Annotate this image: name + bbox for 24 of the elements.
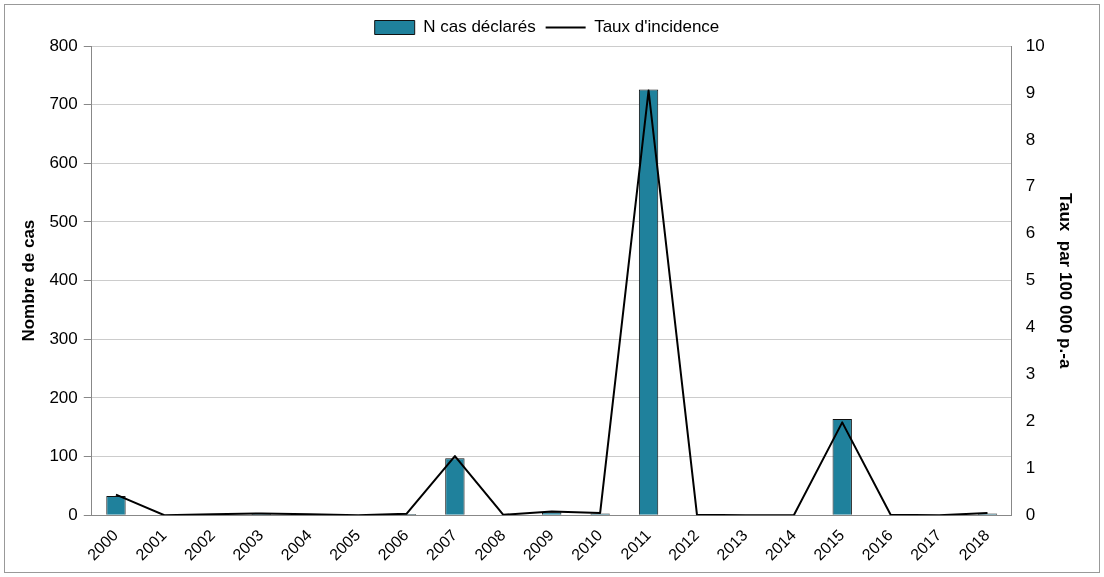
- legend-label: Taux d'incidence: [594, 17, 720, 37]
- legend-label: N cas déclarés: [423, 17, 536, 37]
- y2-tick-label: 2: [1025, 411, 1036, 431]
- y-tick-label: 500: [49, 211, 78, 231]
- y2-tick-label: 1: [1025, 458, 1036, 478]
- y-tick-label: 200: [49, 387, 78, 407]
- y2-tick-label: 10: [1025, 35, 1045, 55]
- y2-tick-label: 9: [1025, 82, 1036, 102]
- y2-tick-label: 8: [1025, 129, 1036, 149]
- y-tick-label: 800: [49, 35, 78, 55]
- y-axis-title: Nombre de cas: [18, 219, 38, 342]
- y-tick-label: 400: [49, 270, 78, 290]
- y-tick-label: 600: [49, 153, 78, 172]
- y-tick-label: 300: [49, 328, 78, 348]
- y-tick-label: 0: [68, 504, 78, 524]
- y2-tick-label: 5: [1025, 270, 1036, 290]
- y2-tick-label: 7: [1025, 176, 1036, 196]
- y-tick-label: 700: [49, 94, 78, 114]
- y2-tick-label: 0: [1025, 504, 1036, 524]
- y2-tick-label: 6: [1025, 223, 1036, 243]
- y2-tick-label: 4: [1025, 317, 1036, 337]
- y2-tick-label: 3: [1025, 364, 1036, 384]
- y2-axis-title: Taux par 100 000 p.-a: [1056, 192, 1076, 369]
- y-tick-label: 100: [49, 446, 78, 466]
